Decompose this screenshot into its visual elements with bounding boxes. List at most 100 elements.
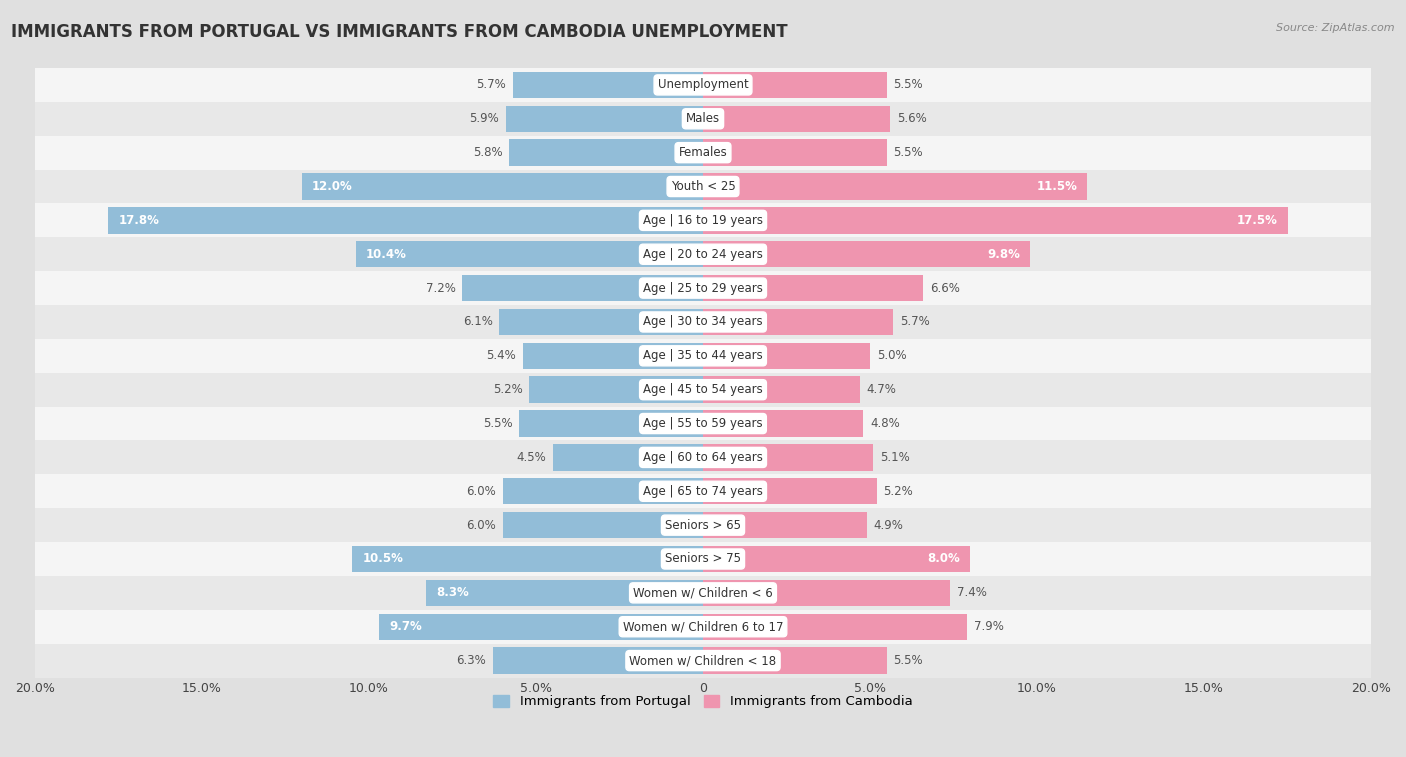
Bar	[553, 444, 703, 471]
Text: 5.4%: 5.4%	[486, 349, 516, 363]
Text: 5.5%: 5.5%	[484, 417, 513, 430]
Bar	[35, 102, 1371, 136]
Bar	[506, 105, 703, 132]
Text: Seniors > 75: Seniors > 75	[665, 553, 741, 565]
Text: 5.5%: 5.5%	[893, 654, 922, 667]
Text: Age | 20 to 24 years: Age | 20 to 24 years	[643, 248, 763, 260]
Text: 5.7%: 5.7%	[477, 79, 506, 92]
Text: Women w/ Children < 18: Women w/ Children < 18	[630, 654, 776, 667]
Text: 8.3%: 8.3%	[436, 587, 468, 600]
Text: 6.0%: 6.0%	[467, 519, 496, 531]
Bar	[35, 237, 1371, 271]
Text: Females: Females	[679, 146, 727, 159]
Text: 5.5%: 5.5%	[893, 146, 922, 159]
Bar	[463, 275, 703, 301]
Bar	[703, 512, 866, 538]
Bar	[703, 376, 860, 403]
Bar	[35, 407, 1371, 441]
Bar	[513, 72, 703, 98]
Text: 9.8%: 9.8%	[987, 248, 1021, 260]
Bar	[35, 68, 1371, 102]
Bar	[703, 444, 873, 471]
Bar	[353, 546, 703, 572]
Bar	[703, 478, 877, 504]
Bar	[703, 139, 887, 166]
Text: 8.0%: 8.0%	[928, 553, 960, 565]
Text: 17.5%: 17.5%	[1237, 214, 1278, 227]
Bar	[35, 610, 1371, 643]
Text: 4.8%: 4.8%	[870, 417, 900, 430]
Bar	[35, 441, 1371, 475]
Bar	[502, 478, 703, 504]
Text: 12.0%: 12.0%	[312, 180, 353, 193]
Bar	[703, 546, 970, 572]
Bar	[35, 643, 1371, 678]
Text: 17.8%: 17.8%	[118, 214, 159, 227]
Bar	[703, 105, 890, 132]
Text: Age | 60 to 64 years: Age | 60 to 64 years	[643, 451, 763, 464]
Text: 10.5%: 10.5%	[363, 553, 404, 565]
Text: 5.6%: 5.6%	[897, 112, 927, 126]
Text: 5.9%: 5.9%	[470, 112, 499, 126]
Bar	[35, 204, 1371, 237]
Bar	[35, 475, 1371, 508]
Text: 6.3%: 6.3%	[456, 654, 486, 667]
Text: 10.4%: 10.4%	[366, 248, 406, 260]
Text: Youth < 25: Youth < 25	[671, 180, 735, 193]
Bar	[502, 512, 703, 538]
Bar	[426, 580, 703, 606]
Text: 5.2%: 5.2%	[494, 383, 523, 396]
Text: Unemployment: Unemployment	[658, 79, 748, 92]
Bar	[35, 136, 1371, 170]
Bar	[380, 613, 703, 640]
Bar	[35, 576, 1371, 610]
Bar	[703, 580, 950, 606]
Bar	[523, 343, 703, 369]
Text: 9.7%: 9.7%	[389, 620, 422, 633]
Text: Age | 55 to 59 years: Age | 55 to 59 years	[643, 417, 763, 430]
Bar	[703, 173, 1087, 200]
Bar	[35, 271, 1371, 305]
Text: Age | 65 to 74 years: Age | 65 to 74 years	[643, 484, 763, 498]
Bar	[35, 170, 1371, 204]
Text: Males: Males	[686, 112, 720, 126]
Bar	[703, 275, 924, 301]
Text: 7.2%: 7.2%	[426, 282, 456, 294]
Bar	[492, 647, 703, 674]
Text: Age | 30 to 34 years: Age | 30 to 34 years	[643, 316, 763, 329]
Bar	[703, 647, 887, 674]
Text: 7.9%: 7.9%	[973, 620, 1004, 633]
Text: Age | 25 to 29 years: Age | 25 to 29 years	[643, 282, 763, 294]
Text: 6.0%: 6.0%	[467, 484, 496, 498]
Bar	[703, 207, 1288, 234]
Text: 5.1%: 5.1%	[880, 451, 910, 464]
Bar	[302, 173, 703, 200]
Text: 6.1%: 6.1%	[463, 316, 492, 329]
Text: 5.5%: 5.5%	[893, 79, 922, 92]
Bar	[703, 72, 887, 98]
Legend: Immigrants from Portugal, Immigrants from Cambodia: Immigrants from Portugal, Immigrants fro…	[488, 690, 918, 714]
Text: 5.8%: 5.8%	[472, 146, 502, 159]
Text: 5.0%: 5.0%	[877, 349, 907, 363]
Bar	[529, 376, 703, 403]
Bar	[703, 241, 1031, 267]
Bar	[35, 372, 1371, 407]
Text: 4.9%: 4.9%	[873, 519, 903, 531]
Text: Age | 16 to 19 years: Age | 16 to 19 years	[643, 214, 763, 227]
Text: 4.7%: 4.7%	[866, 383, 897, 396]
Bar	[703, 410, 863, 437]
Bar	[35, 305, 1371, 339]
Text: Age | 45 to 54 years: Age | 45 to 54 years	[643, 383, 763, 396]
Text: Women w/ Children < 6: Women w/ Children < 6	[633, 587, 773, 600]
Text: Source: ZipAtlas.com: Source: ZipAtlas.com	[1277, 23, 1395, 33]
Bar	[703, 343, 870, 369]
Bar	[35, 542, 1371, 576]
Text: 7.4%: 7.4%	[957, 587, 987, 600]
Text: 5.2%: 5.2%	[883, 484, 912, 498]
Text: 4.5%: 4.5%	[516, 451, 546, 464]
Text: Women w/ Children 6 to 17: Women w/ Children 6 to 17	[623, 620, 783, 633]
Text: 5.7%: 5.7%	[900, 316, 929, 329]
Bar	[703, 613, 967, 640]
Bar	[703, 309, 893, 335]
Bar	[35, 508, 1371, 542]
